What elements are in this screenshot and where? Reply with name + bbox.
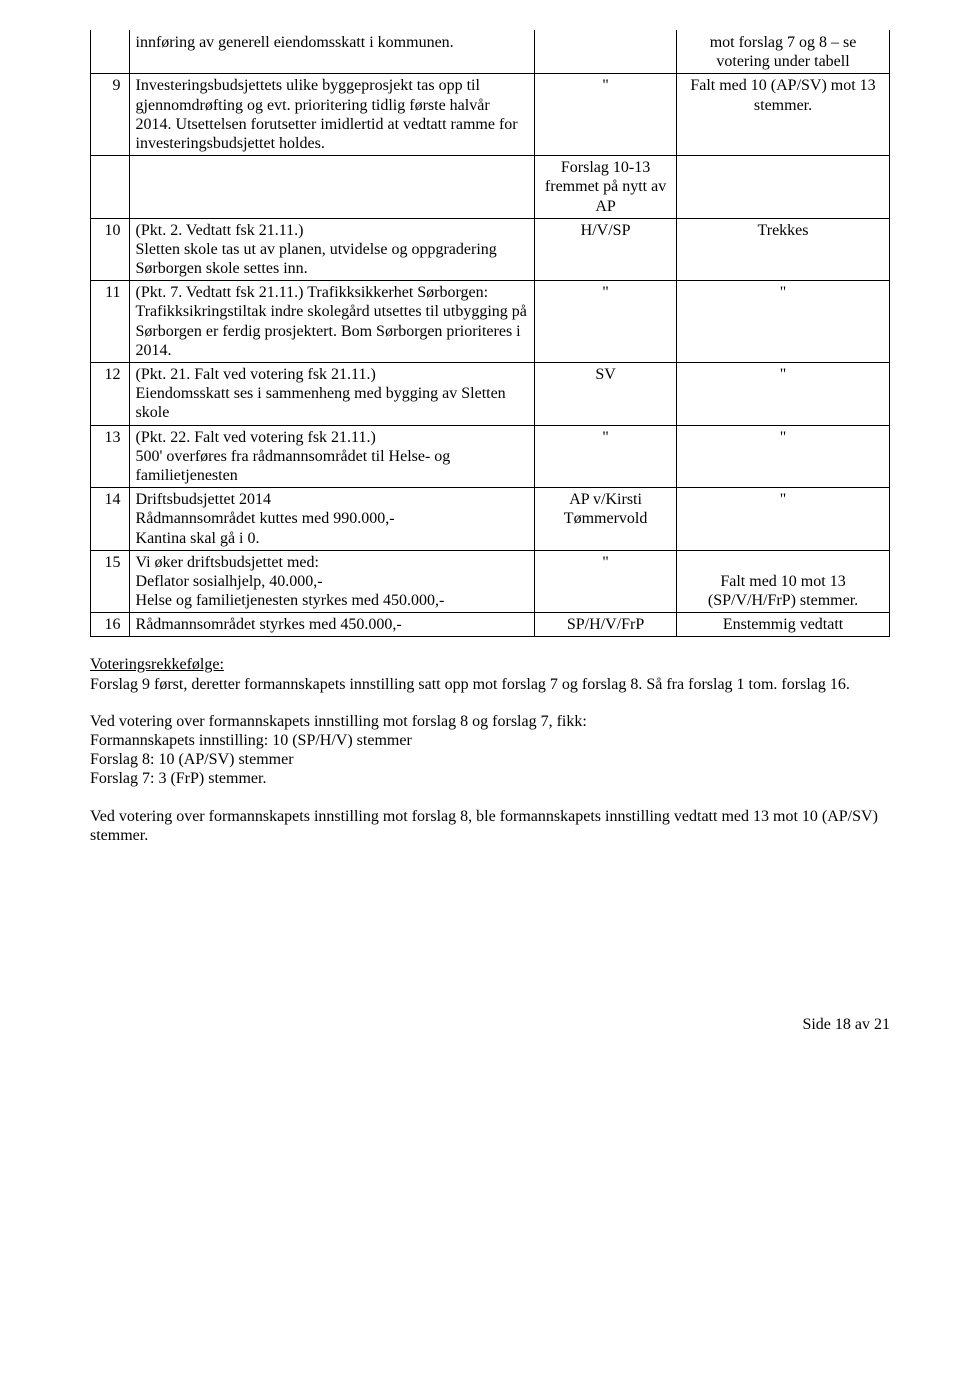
row-description: Investeringsbudsjettets ulike byggeprosj… (129, 74, 535, 156)
row-description: (Pkt. 21. Falt ved votering fsk 21.11.) … (129, 363, 535, 426)
row-result: Falt med 10 mot 13 (SP/V/H/FrP) stemmer. (677, 550, 890, 613)
row-proposer: SV (535, 363, 677, 426)
table-row: 12(Pkt. 21. Falt ved votering fsk 21.11.… (91, 363, 890, 426)
row-proposer: " (535, 425, 677, 488)
result-paragraph: Ved votering over formannskapets innstil… (90, 807, 890, 845)
row-proposer: " (535, 281, 677, 363)
row-number: 10 (91, 218, 130, 281)
row-number: 13 (91, 425, 130, 488)
voting-order-text: Forslag 9 først, deretter formannskapets… (90, 676, 850, 693)
voting-order-heading: Voteringsrekkefølge: (90, 656, 224, 673)
row-description: (Pkt. 7. Vedtatt fsk 21.11.) Trafikksikk… (129, 281, 535, 363)
table-row: 11 (Pkt. 7. Vedtatt fsk 21.11.) Trafikks… (91, 281, 890, 363)
table-row: Forslag 10-13 fremmet på nytt av AP (91, 156, 890, 219)
table-row: 14Driftsbudsjettet 2014 Rådmannsområdet … (91, 488, 890, 551)
table-row: innføring av generell eiendomsskatt i ko… (91, 31, 890, 74)
row-result: Enstemmig vedtatt (677, 613, 890, 637)
row-number: 12 (91, 363, 130, 426)
row-proposer: AP v/Kirsti Tømmervold (535, 488, 677, 551)
row-number (91, 156, 130, 219)
table-row: 9Investeringsbudsjettets ulike byggepros… (91, 74, 890, 156)
table-row: 16Rådmannsområdet styrkes med 450.000,-S… (91, 613, 890, 637)
row-result: " (677, 363, 890, 426)
row-proposer: SP/H/V/FrP (535, 613, 677, 637)
result-line: Formannskapets innstilling: 10 (SP/H/V) … (90, 731, 890, 750)
row-proposer: H/V/SP (535, 218, 677, 281)
row-number: 14 (91, 488, 130, 551)
page-footer: Side 18 av 21 (90, 1015, 890, 1034)
row-number: 15 (91, 550, 130, 613)
row-description: (Pkt. 22. Falt ved votering fsk 21.11.) … (129, 425, 535, 488)
row-description: Driftsbudsjettet 2014 Rådmannsområdet ku… (129, 488, 535, 551)
row-number: 16 (91, 613, 130, 637)
row-description: innføring av generell eiendomsskatt i ko… (129, 31, 535, 74)
row-result: Falt med 10 (AP/SV) mot 13 stemmer. (677, 74, 890, 156)
table-row: 10(Pkt. 2. Vedtatt fsk 21.11.) Sletten s… (91, 218, 890, 281)
row-number (91, 31, 130, 74)
row-number: 11 (91, 281, 130, 363)
row-proposer: " (535, 550, 677, 613)
result-line: Forslag 7: 3 (FrP) stemmer. (90, 769, 890, 788)
row-number: 9 (91, 74, 130, 156)
row-result: " (677, 488, 890, 551)
voting-table: innføring av generell eiendomsskatt i ko… (90, 30, 890, 637)
row-proposer (535, 31, 677, 74)
row-result: " (677, 425, 890, 488)
table-row: 15Vi øker driftsbudsjettet med: Deflator… (91, 550, 890, 613)
row-description (129, 156, 535, 219)
table-row: 13(Pkt. 22. Falt ved votering fsk 21.11.… (91, 425, 890, 488)
result-line: Ved votering over formannskapets innstil… (90, 712, 890, 731)
row-result: " (677, 281, 890, 363)
row-result (677, 156, 890, 219)
row-proposer: " (535, 74, 677, 156)
result-line: Forslag 8: 10 (AP/SV) stemmer (90, 750, 890, 769)
row-proposer: Forslag 10-13 fremmet på nytt av AP (535, 156, 677, 219)
row-description: Vi øker driftsbudsjettet med: Deflator s… (129, 550, 535, 613)
body-text: Voteringsrekkefølge: Forslag 9 først, de… (90, 655, 890, 845)
row-description: Rådmannsområdet styrkes med 450.000,- (129, 613, 535, 637)
row-description: (Pkt. 2. Vedtatt fsk 21.11.) Sletten sko… (129, 218, 535, 281)
row-result: Trekkes (677, 218, 890, 281)
row-result: mot forslag 7 og 8 – se votering under t… (677, 31, 890, 74)
